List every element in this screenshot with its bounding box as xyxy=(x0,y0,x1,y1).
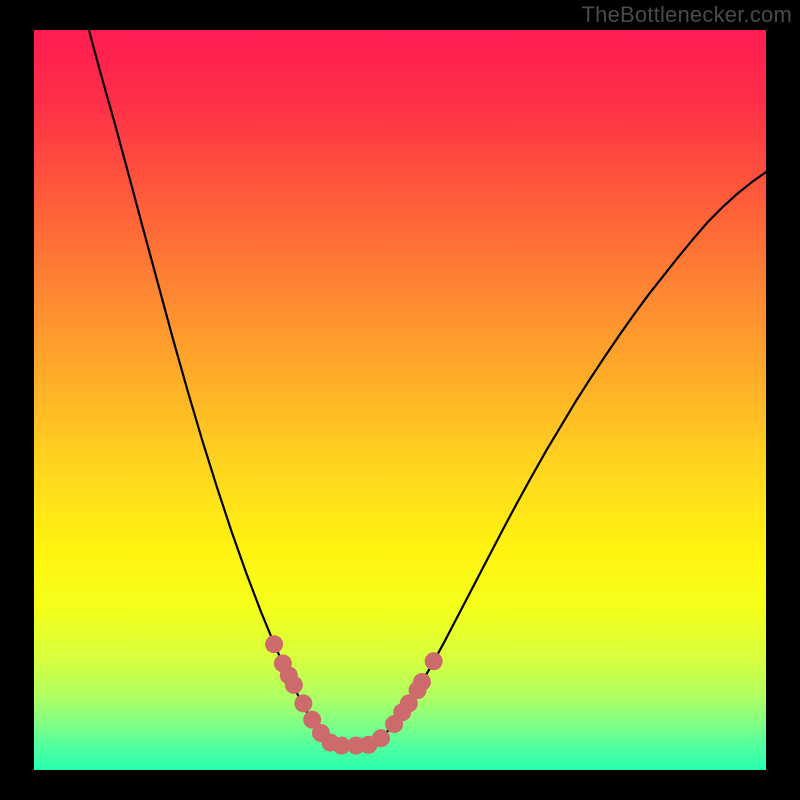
bottleneck-curve-chart xyxy=(0,0,800,800)
watermark-text: TheBottlenecker.com xyxy=(582,2,792,28)
marker-point xyxy=(285,676,303,694)
gradient-background xyxy=(34,30,766,770)
marker-point xyxy=(265,635,283,653)
marker-point xyxy=(372,729,390,747)
marker-point xyxy=(413,673,431,691)
chart-stage: TheBottlenecker.com xyxy=(0,0,800,800)
marker-point xyxy=(425,652,443,670)
marker-point xyxy=(294,694,312,712)
